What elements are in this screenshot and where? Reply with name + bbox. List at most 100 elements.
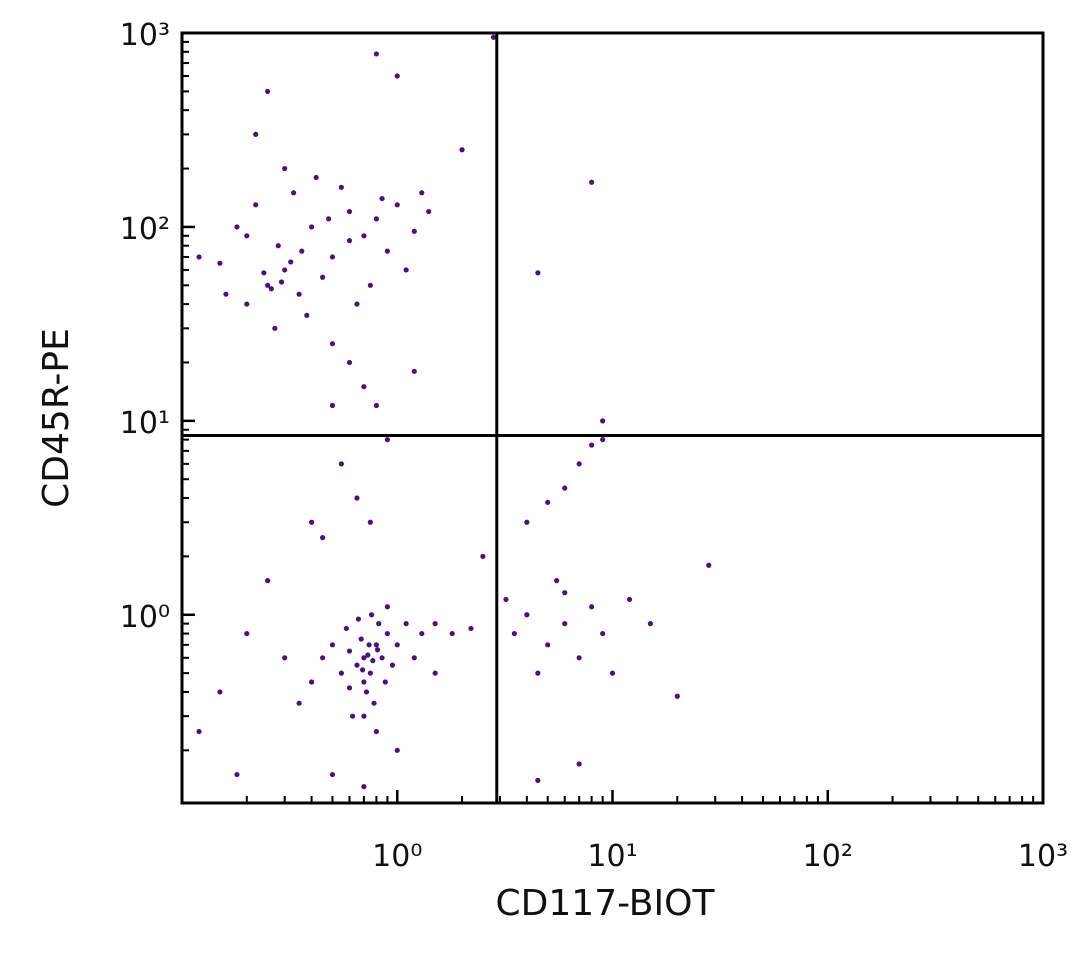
event-dot [373, 51, 379, 57]
event-dot [355, 616, 362, 622]
event-dot [308, 679, 315, 685]
event-dot [490, 34, 497, 40]
event-dot [329, 402, 336, 409]
event-dot [367, 670, 373, 676]
event-dot [234, 771, 240, 778]
event-dot [554, 578, 560, 584]
event-dot [308, 519, 315, 525]
event-dot [217, 260, 223, 266]
event-dot [217, 689, 223, 695]
event-dot [384, 437, 391, 443]
event-dot [468, 625, 474, 632]
plot-frame [180, 31, 1045, 805]
event-dot [449, 630, 455, 637]
event-dot [358, 636, 364, 642]
event-dot [296, 291, 302, 297]
x-axis-label: CD117-BIOT [496, 883, 716, 924]
event-dot [354, 495, 360, 501]
event-dot [361, 679, 367, 685]
event-dot [394, 73, 400, 79]
event-dot [326, 216, 332, 222]
event-dot [403, 267, 409, 273]
event-dot [524, 612, 530, 618]
event-dot [576, 461, 582, 467]
event-dot [367, 282, 373, 288]
event-dot [329, 771, 336, 778]
event-dot [419, 190, 425, 196]
event-dot [411, 655, 417, 661]
event-dot [265, 88, 271, 94]
event-dot [320, 274, 326, 280]
event-dot [329, 254, 336, 260]
event-dot [282, 655, 288, 661]
event-dot [354, 662, 360, 668]
x-tick-label: 10² [803, 839, 853, 874]
event-dot [282, 165, 288, 172]
event-dot [373, 642, 379, 648]
event-dot [346, 685, 353, 691]
event-dot [403, 621, 409, 627]
event-dot [338, 184, 344, 190]
event-dot [394, 747, 400, 753]
event-dot [361, 384, 367, 390]
event-dot [376, 621, 382, 627]
x-tick-label: 10³ [1018, 839, 1068, 874]
event-dot [329, 341, 336, 347]
x-tick-label: 10¹ [587, 839, 637, 874]
event-dot [394, 202, 400, 208]
event-dot [379, 195, 385, 202]
event-dot [600, 418, 606, 424]
event-dot [361, 655, 367, 661]
event-dot [562, 485, 568, 491]
event-dot [367, 519, 373, 525]
event-dot [374, 647, 381, 653]
event-dot [384, 630, 391, 637]
event-dot [272, 325, 278, 331]
event-dot [244, 301, 250, 307]
event-dot [706, 562, 712, 568]
event-dot [432, 621, 438, 627]
event-dot [253, 131, 259, 137]
event-dot [361, 233, 367, 239]
event-dot [196, 728, 202, 735]
event-dot [268, 286, 274, 292]
event-dot [275, 243, 281, 249]
event-dot [373, 216, 379, 222]
event-dot [320, 535, 326, 541]
event-dot [511, 630, 517, 637]
event-dot [373, 728, 379, 735]
event-dot [384, 604, 391, 610]
event-dot [253, 202, 259, 208]
event-dot [411, 228, 417, 234]
event-dot [349, 713, 356, 719]
event-dot [282, 267, 288, 273]
event-dot [480, 553, 486, 559]
event-dot [223, 291, 229, 297]
event-dot [359, 667, 366, 673]
event-dot [320, 655, 326, 661]
event-dot [265, 282, 271, 288]
event-dot [589, 179, 595, 185]
event-dot [600, 630, 606, 637]
event-dot [426, 208, 432, 215]
event-dot [576, 761, 582, 767]
event-dot [370, 658, 376, 664]
event-dot [562, 590, 568, 596]
event-dot [459, 147, 465, 153]
event-dot [346, 648, 353, 654]
event-dot [368, 612, 375, 618]
event-dot [535, 270, 541, 276]
event-dot [308, 224, 315, 230]
event-dot [261, 270, 267, 276]
event-dot [432, 670, 438, 676]
event-dot [384, 248, 391, 254]
event-dot [626, 596, 633, 603]
event-dot [366, 642, 372, 648]
event-dot [589, 604, 595, 610]
event-dot [278, 279, 285, 285]
event-dot [346, 359, 353, 366]
event-dot [600, 437, 606, 443]
event-dot [265, 578, 271, 584]
